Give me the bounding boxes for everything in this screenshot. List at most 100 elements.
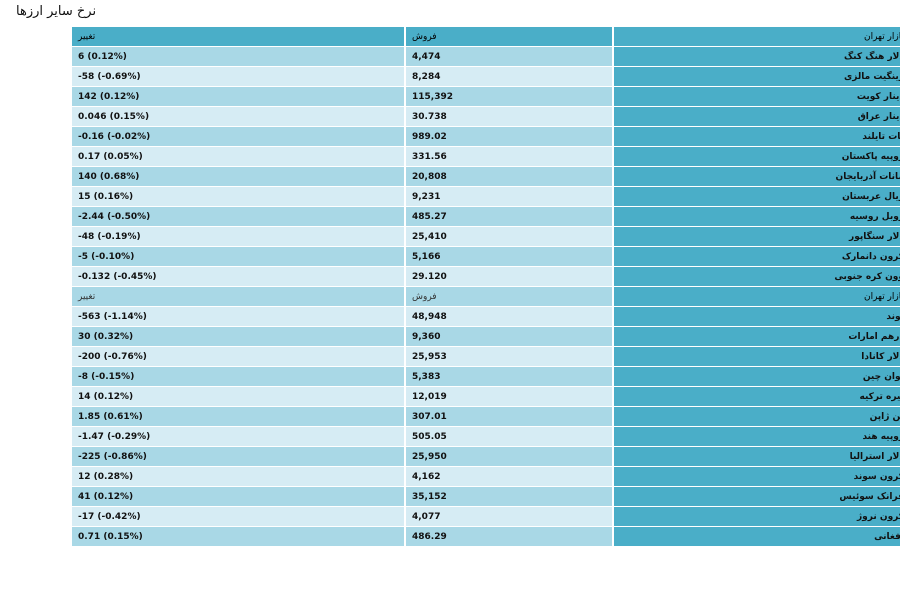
table-header-row: بازار تهران فروش تغییر bbox=[72, 27, 900, 46]
sell-price: 25,950 bbox=[406, 447, 612, 466]
currency-name: لیره ترکیه bbox=[614, 387, 900, 406]
table-row: یوان چین 5,383 -8 (-0.15%) bbox=[72, 367, 900, 386]
currency-name: پوند bbox=[614, 307, 900, 326]
subheader-market: بازار تهران bbox=[614, 287, 900, 306]
table-subheader-row: بازار تهران فروش تغییر bbox=[72, 287, 900, 306]
price-change: 0.17 (0.05%) bbox=[72, 147, 404, 166]
table-row: وون کره جنوبی 29.120 -0.132 (-0.45%) bbox=[72, 267, 900, 286]
price-change: 30 (0.32%) bbox=[72, 327, 404, 346]
table-row: دلار هنگ کنگ 4,474 6 (0.12%) bbox=[72, 47, 900, 66]
price-change: 15 (0.16%) bbox=[72, 187, 404, 206]
sell-price: 331.56 bbox=[406, 147, 612, 166]
page-title: نرخ سایر ارزها bbox=[16, 4, 97, 19]
header-sell: فروش bbox=[406, 27, 612, 46]
table-row: کرون نروژ 4,077 -17 (-0.42%) bbox=[72, 507, 900, 526]
table-row: کرون دانمارک 5,166 -5 (-0.10%) bbox=[72, 247, 900, 266]
price-change: -2.44 (-0.50%) bbox=[72, 207, 404, 226]
table-row: کرون سوند 4,162 12 (0.28%) bbox=[72, 467, 900, 486]
header-market: بازار تهران bbox=[614, 27, 900, 46]
price-change: 6 (0.12%) bbox=[72, 47, 404, 66]
sell-price: 25,953 bbox=[406, 347, 612, 366]
table-row: دینار کویت 115,392 142 (0.12%) bbox=[72, 87, 900, 106]
currency-name: دلار هنگ کنگ bbox=[614, 47, 900, 66]
table-row: روپیه هند 505.05 -1.47 (-0.29%) bbox=[72, 427, 900, 446]
price-change: 142 (0.12%) bbox=[72, 87, 404, 106]
currency-name: وون کره جنوبی bbox=[614, 267, 900, 286]
price-change: -8 (-0.15%) bbox=[72, 367, 404, 386]
table-row: لیره ترکیه 12,019 14 (0.12%) bbox=[72, 387, 900, 406]
sell-price: 989.02 bbox=[406, 127, 612, 146]
currency-name: دلار کانادا bbox=[614, 347, 900, 366]
price-change: -0.132 (-0.45%) bbox=[72, 267, 404, 286]
currency-name: درهم امارات bbox=[614, 327, 900, 346]
table-row: افغانی486.290.71 (0.15%) bbox=[72, 527, 900, 546]
sell-price: 9,360 bbox=[406, 327, 612, 346]
price-change: 0.71 (0.15%) bbox=[72, 527, 404, 546]
sell-price: 48,948 bbox=[406, 307, 612, 326]
table-row: روپیه پاکستان 331.56 0.17 (0.05%) bbox=[72, 147, 900, 166]
currency-name: بات تایلند bbox=[614, 127, 900, 146]
table-row: دینار عراق 30.738 0.046 (0.15%) bbox=[72, 107, 900, 126]
price-change: -5 (-0.10%) bbox=[72, 247, 404, 266]
sell-price: 486.29 bbox=[406, 527, 612, 546]
price-change: 14 (0.12%) bbox=[72, 387, 404, 406]
currency-name: کرون سوند bbox=[614, 467, 900, 486]
currency-rates-table: بازار تهران فروش تغییر دلار هنگ کنگ 4,474… bbox=[70, 26, 900, 547]
sell-price: 115,392 bbox=[406, 87, 612, 106]
currency-name: روپیه پاکستان bbox=[614, 147, 900, 166]
currency-name: ریال عربستان bbox=[614, 187, 900, 206]
table-row: رینگیت مالزی 8,284 -58 (-0.69%) bbox=[72, 67, 900, 86]
price-change: -225 (-0.86%) bbox=[72, 447, 404, 466]
price-change: 12 (0.28%) bbox=[72, 467, 404, 486]
sell-price: 4,474 bbox=[406, 47, 612, 66]
sell-price: 5,383 bbox=[406, 367, 612, 386]
sell-price: 30.738 bbox=[406, 107, 612, 126]
price-change: -58 (-0.69%) bbox=[72, 67, 404, 86]
table-row: دلار کانادا 25,953 -200 (-0.76%) bbox=[72, 347, 900, 366]
currency-name: کرون دانمارک bbox=[614, 247, 900, 266]
currency-name: یوان چین bbox=[614, 367, 900, 386]
currency-name: دینار کویت bbox=[614, 87, 900, 106]
currency-name: افغانی bbox=[614, 527, 900, 546]
currency-name: کرون نروژ bbox=[614, 507, 900, 526]
table-row: مانات آذربایجان 20,808 140 (0.68%) bbox=[72, 167, 900, 186]
currency-name: دلار سنگاپور bbox=[614, 227, 900, 246]
rates-table-body: بازار تهران فروش تغییر دلار هنگ کنگ 4,474… bbox=[72, 27, 900, 546]
price-change: 0.046 (0.15%) bbox=[72, 107, 404, 126]
sell-price: 4,162 bbox=[406, 467, 612, 486]
table-row: پوند48,948-563 (-1.14%) bbox=[72, 307, 900, 326]
sell-price: 20,808 bbox=[406, 167, 612, 186]
price-change: -200 (-0.76%) bbox=[72, 347, 404, 366]
price-change: -17 (-0.42%) bbox=[72, 507, 404, 526]
currency-name: دینار عراق bbox=[614, 107, 900, 126]
subheader-change: تغییر bbox=[72, 287, 404, 306]
sell-price: 12,019 bbox=[406, 387, 612, 406]
header-change: تغییر bbox=[72, 27, 404, 46]
sell-price: 29.120 bbox=[406, 267, 612, 286]
currency-name: فرانک سوئیس bbox=[614, 487, 900, 506]
price-change: 1.85 (0.61%) bbox=[72, 407, 404, 426]
table-row: ریال عربستان 9,231 15 (0.16%) bbox=[72, 187, 900, 206]
sell-price: 25,410 bbox=[406, 227, 612, 246]
sell-price: 5,166 bbox=[406, 247, 612, 266]
sell-price: 505.05 bbox=[406, 427, 612, 446]
currency-name: رینگیت مالزی bbox=[614, 67, 900, 86]
table-row: دلار استرالیا 25,950 -225 (-0.86%) bbox=[72, 447, 900, 466]
subheader-sell: فروش bbox=[406, 287, 612, 306]
price-change: 140 (0.68%) bbox=[72, 167, 404, 186]
price-change: -48 (-0.19%) bbox=[72, 227, 404, 246]
currency-name: روپیه هند bbox=[614, 427, 900, 446]
table-row: دلار سنگاپور 25,410 -48 (-0.19%) bbox=[72, 227, 900, 246]
currency-name: مانات آذربایجان bbox=[614, 167, 900, 186]
currency-name: ین ژاپن bbox=[614, 407, 900, 426]
currency-name: دلار استرالیا bbox=[614, 447, 900, 466]
price-change: -1.47 (-0.29%) bbox=[72, 427, 404, 446]
sell-price: 485.27 bbox=[406, 207, 612, 226]
table-row: فرانک سوئیس 35,152 41 (0.12%) bbox=[72, 487, 900, 506]
price-change: -0.16 (-0.02%) bbox=[72, 127, 404, 146]
table-row: بات تایلند 989.02 -0.16 (-0.02%) bbox=[72, 127, 900, 146]
sell-price: 9,231 bbox=[406, 187, 612, 206]
table-row: روبل روسیه 485.27 -2.44 (-0.50%) bbox=[72, 207, 900, 226]
table-row: درهم امارات 9,360 30 (0.32%) bbox=[72, 327, 900, 346]
